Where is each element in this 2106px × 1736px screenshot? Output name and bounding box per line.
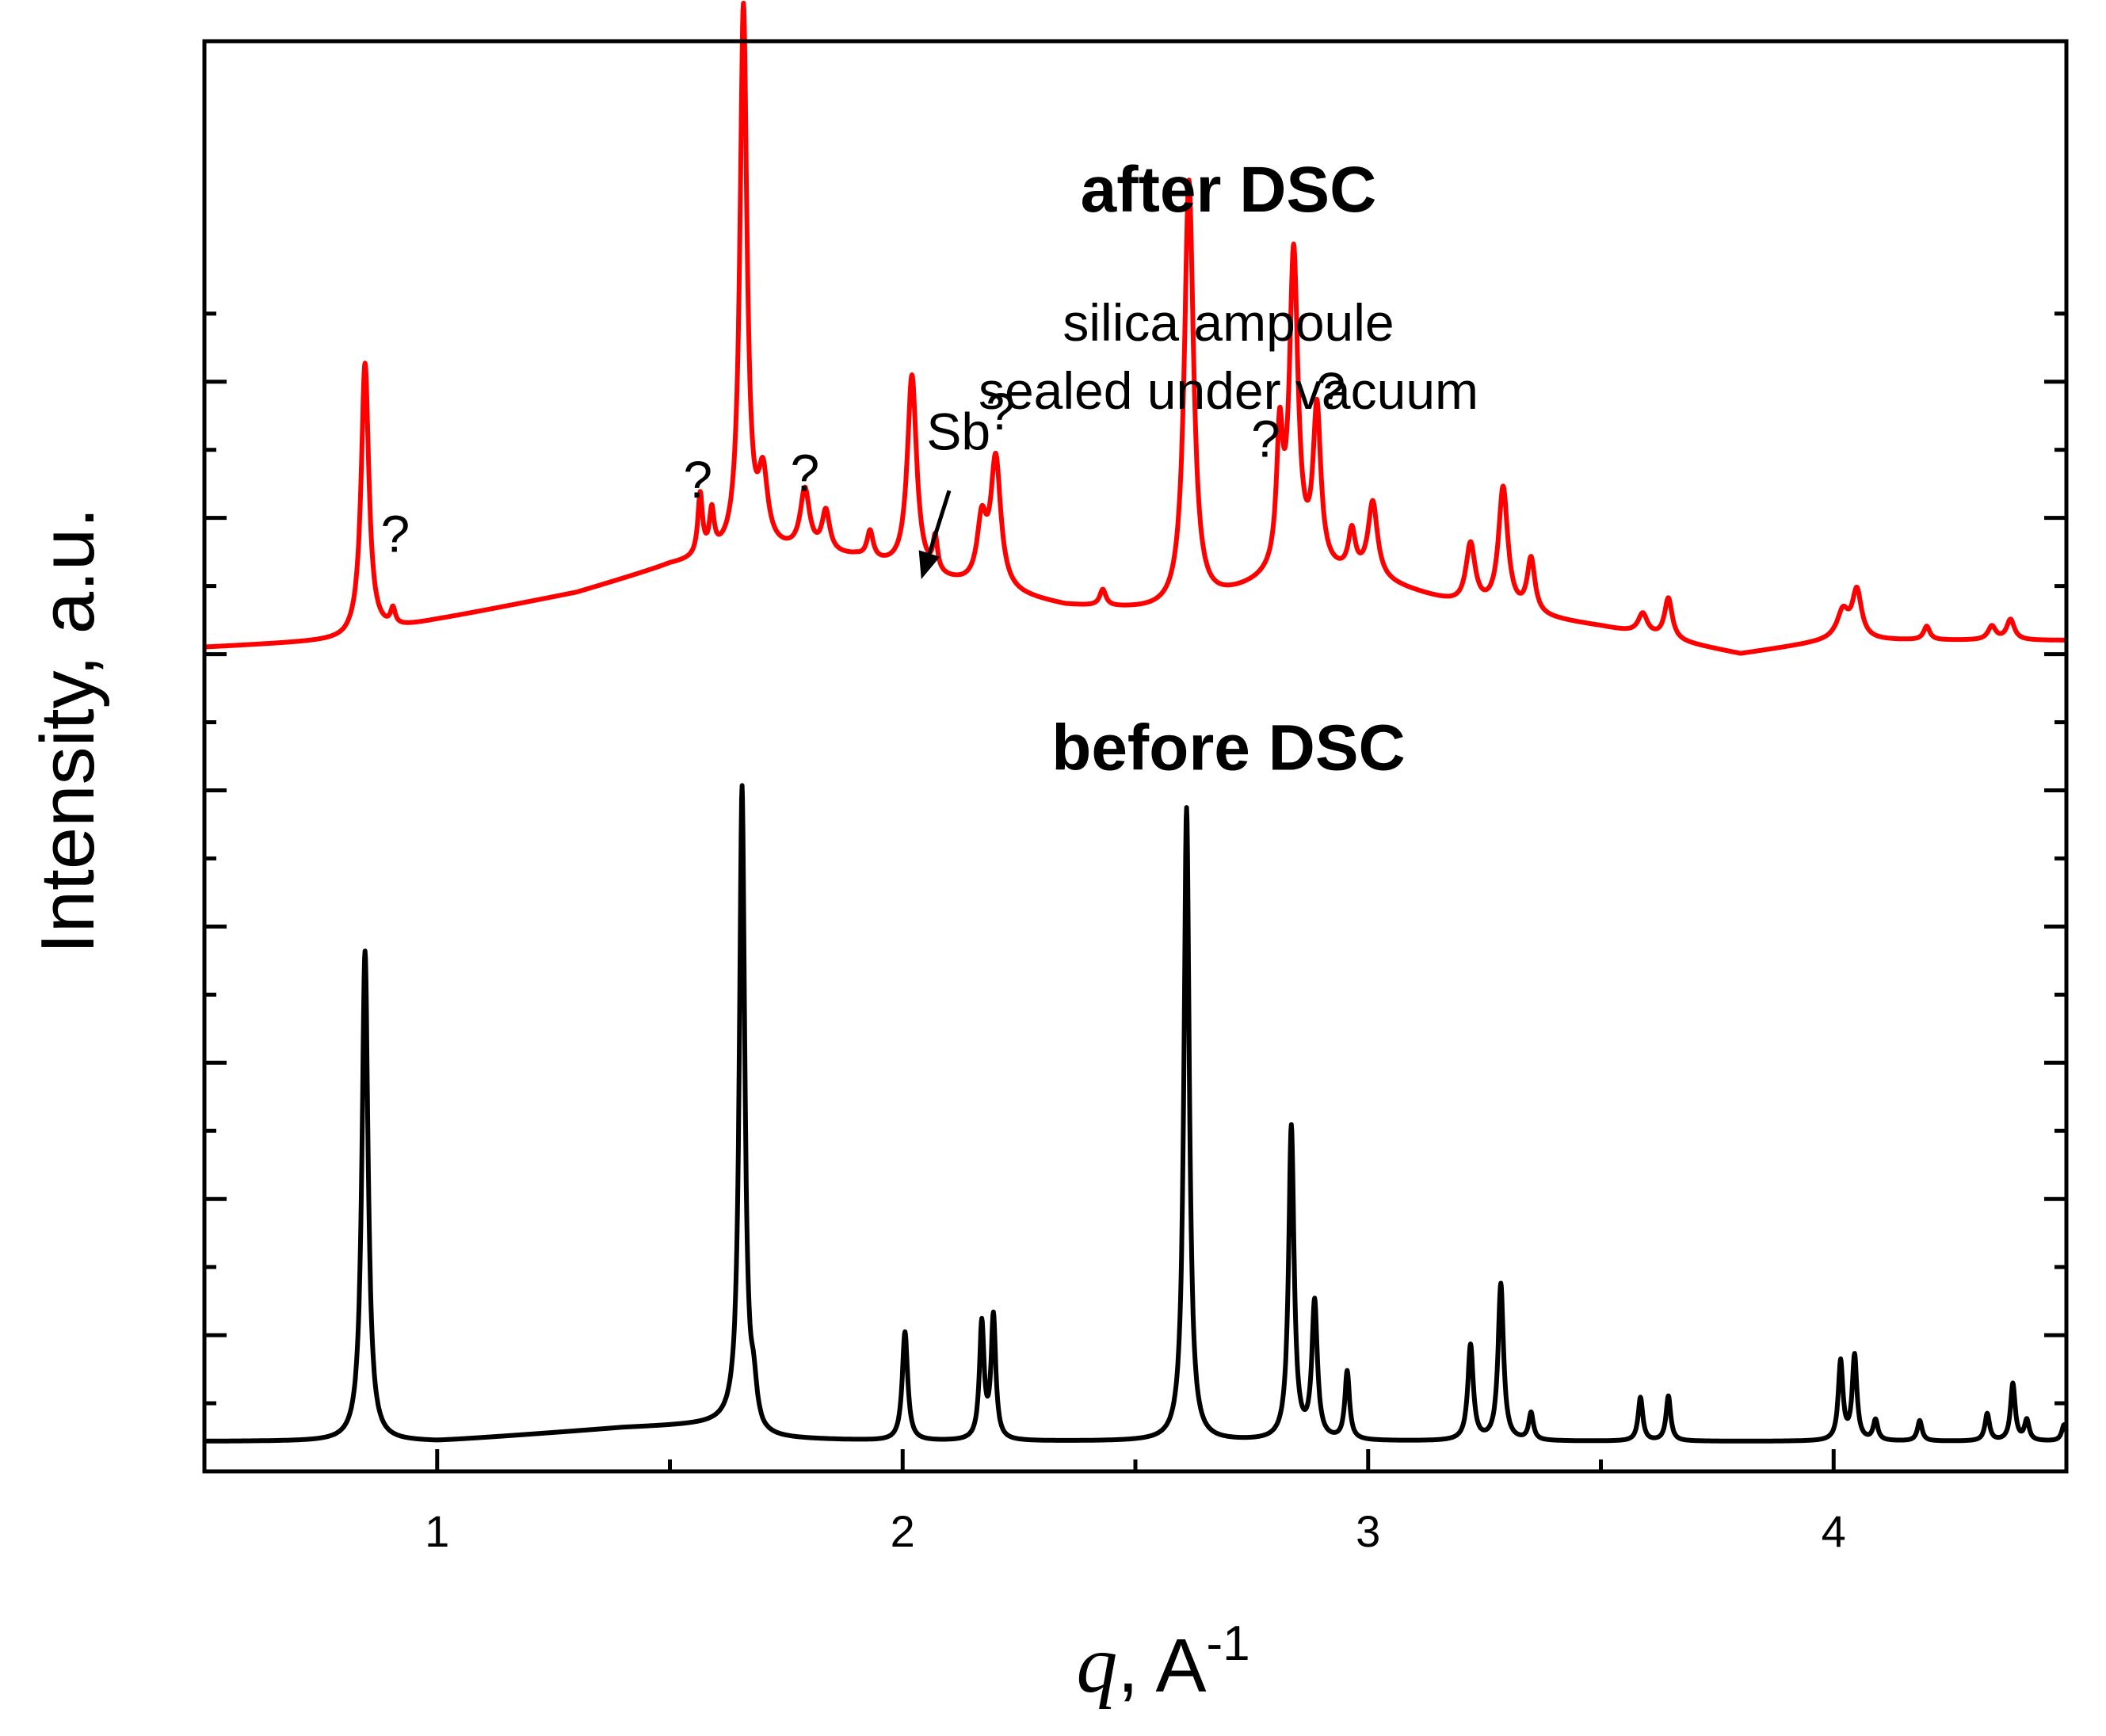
annotation-question-mark: ? [381, 505, 410, 563]
annotations-layer: after DSC silica ampoule sealed under vacu… [381, 154, 1479, 784]
series-line-before-dsc [202, 783, 2069, 1444]
annotation-before-dsc: before DSC [1051, 712, 1406, 784]
annotation-arrow-head [918, 550, 940, 580]
series-line-after-dsc [202, 1, 2069, 656]
annotation-question-mark: ? [791, 443, 820, 502]
plot-frame [202, 39, 2069, 1474]
annotation-arrow-shaft [927, 490, 952, 555]
x-tick-label: 1 [425, 1506, 449, 1556]
annotation-sealed-under-vacuum: sealed under vacuum [979, 361, 1478, 420]
y-axis-label: Intensity, a.u. [25, 507, 110, 954]
x-tick-label: 3 [1356, 1506, 1380, 1556]
tick-labels: 1 2 3 4 [425, 1506, 1846, 1556]
series-layer [202, 1, 2069, 1444]
x-axis-unit-exponent: -1 [1206, 1616, 1249, 1671]
x-tick-label: 2 [891, 1506, 915, 1556]
annotation-question-mark: ? [683, 450, 712, 509]
annotation-question-mark: ? [1251, 409, 1280, 467]
annotation-question-mark: ? [986, 382, 1015, 441]
x-axis-label: q, A-1 [1076, 1616, 1249, 1710]
x-tick-label: 4 [1822, 1506, 1846, 1556]
annotation-question-mark: ? [1316, 361, 1345, 420]
annotation-after-dsc: after DSC [1081, 154, 1377, 226]
annotation-silica-ampoule: silica ampoule [1063, 293, 1394, 352]
x-axis-unit: , A [1117, 1623, 1206, 1708]
annotation-sb: Sb [926, 403, 990, 461]
x-axis-variable: q [1076, 1619, 1117, 1710]
